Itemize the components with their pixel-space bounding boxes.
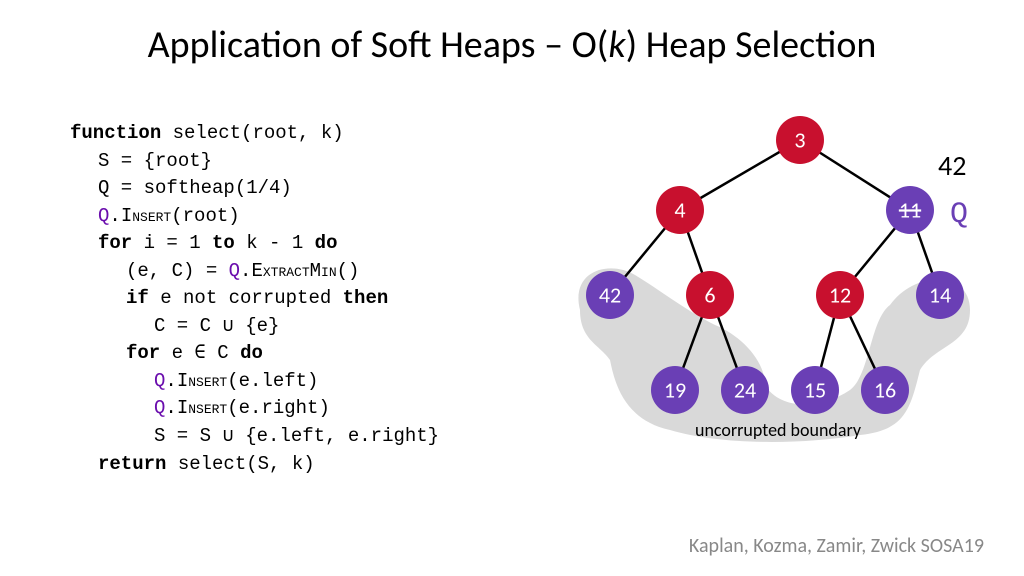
tree-node-label: 12 — [829, 282, 851, 309]
code-line: C = C ∪ {e} — [70, 313, 439, 341]
tree-node-label: 11 — [899, 197, 921, 224]
tree-node-label: 24 — [734, 377, 756, 404]
q-label: Q — [950, 198, 968, 232]
tree-node-label: 15 — [804, 377, 826, 404]
tree-node-label: 14 — [929, 282, 951, 309]
title-prefix: Application of Soft Heaps – O( — [148, 22, 609, 68]
code-line: Q.Insert(e.left) — [70, 368, 439, 396]
code-line: for e ∈ C do — [70, 340, 439, 368]
tree-node-label: 4 — [674, 197, 685, 224]
boundary-blob — [578, 268, 970, 442]
heap-tree-diagram: 3 4 11 42 6 12 14 19 24 15 16 42 Quncorrupted bounda… — [540, 110, 980, 480]
citation-footer: Kaplan, Kozma, Zamir, Zwick SOSA19 — [689, 534, 984, 558]
code-line: S = {root} — [70, 148, 439, 176]
title-suffix: ) Heap Selection — [626, 22, 877, 68]
code-line: if e not corrupted then — [70, 285, 439, 313]
tree-node-label: 42 — [599, 282, 621, 309]
code-line: Q.Insert(root) — [70, 203, 439, 231]
code-line: function select(root, k) — [70, 120, 439, 148]
tree-node-label: 6 — [704, 282, 715, 309]
slide-title: Application of Soft Heaps – O(k) Heap Se… — [50, 22, 974, 68]
tree-node-label: 16 — [874, 377, 896, 404]
code-line: for i = 1 to k - 1 do — [70, 230, 439, 258]
code-line: Q = softheap(1/4) — [70, 175, 439, 203]
code-line: S = S ∪ {e.left, e.right} — [70, 423, 439, 451]
code-line: (e, C) = Q.ExtractMin() — [70, 258, 439, 286]
code-line: return select(S, k) — [70, 451, 439, 479]
boundary-caption: uncorrupted boundary — [695, 419, 862, 441]
title-var: k — [608, 22, 625, 68]
tree-node-label: 3 — [794, 127, 805, 154]
tree-node-label: 19 — [664, 377, 686, 404]
pseudocode-block: function select(root, k)S = {root}Q = so… — [70, 120, 439, 478]
code-line: Q.Insert(e.right) — [70, 395, 439, 423]
corrupted-key-annot: 42 — [938, 148, 966, 183]
